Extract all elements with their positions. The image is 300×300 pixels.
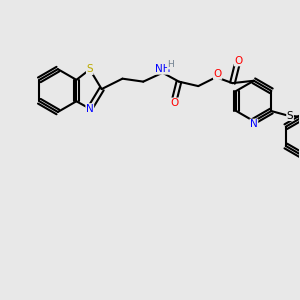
Text: N: N bbox=[86, 104, 94, 114]
Text: S: S bbox=[287, 110, 293, 121]
Text: O: O bbox=[170, 98, 178, 108]
Text: O: O bbox=[234, 56, 242, 66]
Text: O: O bbox=[213, 69, 222, 79]
Text: NH: NH bbox=[155, 64, 170, 74]
Text: H: H bbox=[167, 60, 174, 69]
Text: S: S bbox=[86, 64, 93, 74]
Text: N: N bbox=[250, 119, 258, 129]
